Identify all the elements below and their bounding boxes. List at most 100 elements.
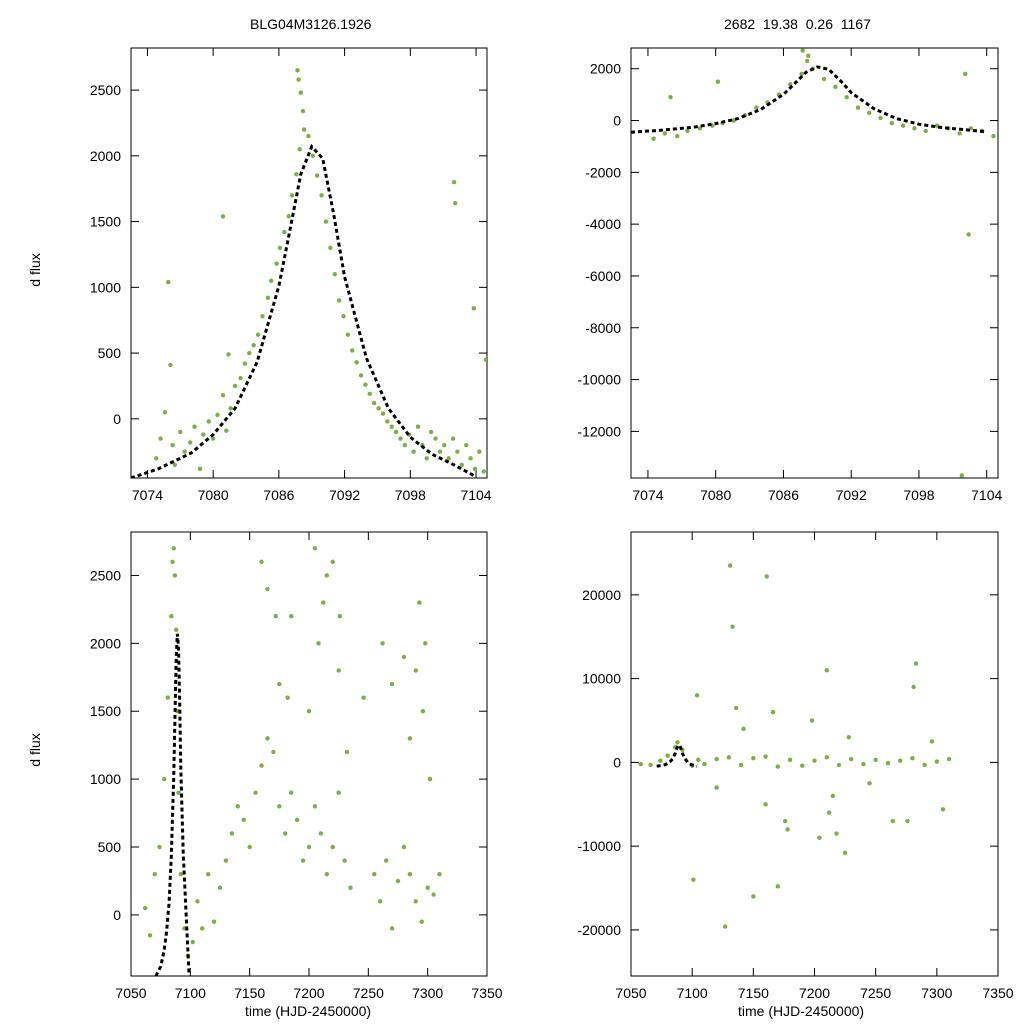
data-point bbox=[152, 871, 157, 877]
data-point bbox=[171, 546, 176, 551]
x-tick-label: 7200 bbox=[293, 985, 324, 1001]
data-point bbox=[253, 790, 258, 795]
y-tick-label: 0 bbox=[113, 907, 121, 923]
data-point bbox=[378, 899, 383, 904]
data-point bbox=[277, 804, 282, 809]
x-tick-label: 7074 bbox=[632, 487, 663, 503]
data-point bbox=[846, 735, 851, 740]
x-tick-label: 7350 bbox=[471, 985, 502, 1001]
data-point bbox=[241, 817, 246, 823]
data-point bbox=[187, 440, 193, 445]
data-point bbox=[312, 804, 318, 809]
data-point bbox=[782, 818, 788, 824]
data-point bbox=[731, 118, 736, 123]
data-point bbox=[417, 600, 422, 605]
data-point bbox=[472, 466, 478, 471]
data-point bbox=[172, 462, 178, 468]
data-point bbox=[323, 219, 329, 224]
data-point bbox=[411, 449, 416, 454]
data-point bbox=[286, 214, 291, 219]
data-point bbox=[407, 871, 413, 877]
y-tick-label: 1500 bbox=[90, 703, 121, 719]
data-point bbox=[900, 123, 906, 128]
data-point bbox=[297, 147, 302, 152]
data-point bbox=[324, 871, 329, 877]
data-point bbox=[393, 429, 399, 435]
data-point bbox=[940, 807, 946, 812]
x-tick-label: 7086 bbox=[263, 487, 294, 503]
plot-area bbox=[638, 563, 952, 929]
xlabel-bottom-right: time (HJD-2450000) bbox=[738, 1003, 865, 1019]
data-point bbox=[402, 442, 408, 448]
title-left: BLG04M3126.1926 bbox=[250, 16, 372, 32]
data-point bbox=[350, 348, 355, 353]
data-point bbox=[169, 613, 174, 619]
data-point bbox=[741, 726, 746, 732]
data-point bbox=[799, 71, 804, 77]
y-tick-label: 2000 bbox=[590, 61, 621, 77]
data-point bbox=[316, 641, 321, 646]
data-point bbox=[929, 739, 935, 744]
data-point bbox=[165, 695, 170, 700]
data-point bbox=[336, 790, 341, 795]
data-point bbox=[295, 68, 300, 73]
data-point bbox=[420, 709, 426, 714]
model-curve bbox=[131, 143, 477, 478]
x-tick-label: 7100 bbox=[175, 985, 206, 1001]
xlabel-bottom-left: time (HJD-2450000) bbox=[245, 1003, 372, 1019]
data-point bbox=[336, 298, 342, 303]
data-point bbox=[991, 133, 996, 139]
data-point bbox=[363, 382, 368, 387]
data-point bbox=[330, 844, 335, 850]
x-tick-label: 7080 bbox=[700, 487, 731, 503]
data-point bbox=[389, 681, 395, 687]
data-point bbox=[423, 641, 428, 646]
data-point bbox=[173, 627, 179, 632]
data-point bbox=[844, 95, 849, 100]
data-point bbox=[861, 761, 866, 767]
data-point bbox=[905, 818, 910, 824]
data-point bbox=[442, 442, 447, 448]
data-point bbox=[220, 214, 226, 219]
data-point bbox=[289, 193, 295, 198]
data-point bbox=[923, 128, 928, 134]
data-point bbox=[170, 442, 175, 448]
data-point bbox=[727, 563, 733, 568]
data-point bbox=[283, 831, 288, 836]
data-point bbox=[348, 885, 353, 890]
y-tick-label: -20000 bbox=[577, 922, 621, 938]
data-point bbox=[966, 232, 971, 237]
model-curve bbox=[656, 742, 698, 768]
data-point bbox=[849, 756, 854, 762]
y-tick-label: 0 bbox=[113, 411, 121, 427]
data-point bbox=[685, 128, 690, 134]
x-tick-label: 7050 bbox=[115, 985, 146, 1001]
data-point bbox=[342, 858, 347, 863]
data-point bbox=[265, 736, 270, 741]
data-point bbox=[751, 755, 756, 761]
x-tick-label: 7080 bbox=[198, 487, 229, 503]
data-point bbox=[804, 58, 810, 64]
data-point bbox=[337, 613, 343, 619]
data-point bbox=[800, 48, 805, 53]
data-point bbox=[294, 817, 300, 823]
plot-area bbox=[631, 48, 996, 478]
y-tick-label: 1000 bbox=[90, 771, 121, 787]
data-point bbox=[247, 350, 252, 356]
x-tick-label: 7150 bbox=[234, 985, 265, 1001]
data-point bbox=[715, 79, 721, 84]
data-point bbox=[380, 411, 386, 416]
data-point bbox=[285, 695, 290, 700]
title-right: 2682 19.38 0.26 1167 bbox=[724, 16, 871, 32]
data-point bbox=[878, 115, 883, 121]
data-point bbox=[367, 391, 372, 397]
data-point bbox=[401, 654, 407, 660]
data-point bbox=[200, 926, 205, 931]
data-point bbox=[274, 261, 279, 266]
data-point bbox=[770, 709, 776, 715]
plot-frame bbox=[130, 47, 488, 479]
data-point bbox=[341, 314, 346, 319]
data-point bbox=[763, 754, 768, 759]
data-point bbox=[834, 831, 839, 836]
